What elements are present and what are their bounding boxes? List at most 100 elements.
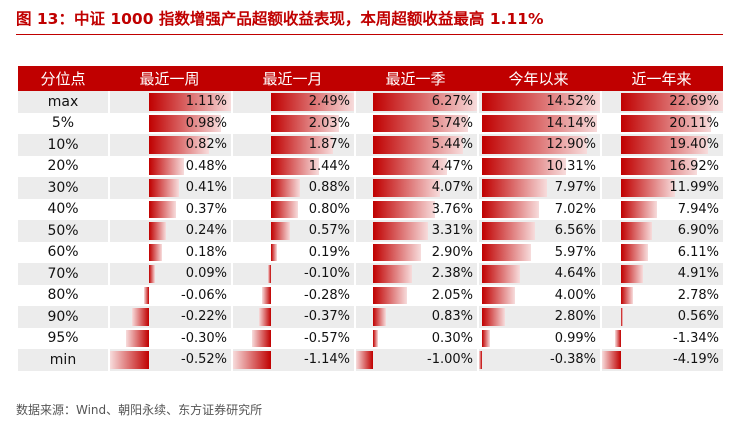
data-bar — [620, 265, 643, 283]
value-cell: -4.19% — [600, 349, 723, 371]
data-bar — [148, 114, 222, 132]
value-label: 6.56% — [554, 223, 596, 239]
data-bar — [258, 308, 271, 326]
row-label: 20% — [47, 158, 79, 175]
value-cell: 5.44% — [354, 134, 477, 156]
value-cell: 14.52% — [477, 91, 600, 113]
value-cell: 0.99% — [477, 327, 600, 349]
value-cell: 4.64% — [477, 263, 600, 285]
table-row: 60% 0.18% 0.19% 2.90% 5.97% 6.11% — [18, 241, 723, 263]
value-label: 4.64% — [554, 266, 596, 282]
value-label: 0.82% — [185, 137, 227, 153]
value-cell: 0.24% — [108, 220, 231, 242]
value-label: 0.18% — [185, 244, 227, 260]
row-label: 30% — [47, 179, 79, 196]
table-row: 5% 0.98% 2.03% 5.74% 14.14% 20.11% — [18, 112, 723, 134]
value-cell: 0.37% — [108, 198, 231, 220]
value-cell: 19.40% — [600, 134, 723, 156]
value-label: 2.38% — [431, 266, 473, 282]
row-label: 40% — [47, 201, 79, 218]
value-cell: -0.22% — [108, 306, 231, 328]
data-bar — [372, 93, 477, 111]
data-bar — [482, 200, 540, 218]
value-cell: 20.11% — [600, 112, 723, 134]
table-body: max 1.11% 2.49% 6.27% 14.52% 22.69% 5% 0.98% 2.0… — [18, 91, 723, 371]
value-cell: 0.56% — [600, 306, 723, 328]
value-label: -1.14% — [304, 352, 350, 368]
data-bar — [372, 200, 436, 218]
row-label: 10% — [47, 136, 79, 153]
value-cell: 2.90% — [354, 241, 477, 263]
data-bar — [482, 157, 566, 175]
data-bar — [482, 265, 520, 283]
value-cell: 1.87% — [231, 134, 354, 156]
value-label: 4.00% — [554, 287, 596, 303]
value-label: 6.11% — [677, 244, 719, 260]
value-cell: 2.80% — [477, 306, 600, 328]
value-label: 6.90% — [677, 223, 719, 239]
column-header-1: 最近一周 — [139, 70, 200, 88]
column-header-5: 近一年来 — [631, 70, 692, 88]
value-label: 16.92% — [669, 158, 719, 174]
excess-return-table: 分位点 最近一周 最近一月 最近一季 今年以来 近一年来 max 1.11% 2.49% 6.2… — [18, 66, 723, 371]
table-row: 80% -0.06% -0.28% 2.05% 4.00% 2.78% — [18, 284, 723, 306]
value-cell: 6.90% — [600, 220, 723, 242]
value-label: 2.49% — [308, 94, 350, 110]
data-bar — [482, 179, 547, 197]
value-cell: 0.98% — [108, 112, 231, 134]
value-label: 0.48% — [185, 158, 227, 174]
value-cell: -0.06% — [108, 284, 231, 306]
table-row: 30% 0.41% 0.88% 4.07% 7.97% 11.99% — [18, 177, 723, 199]
value-label: 2.03% — [308, 115, 350, 131]
value-cell: 3.31% — [354, 220, 477, 242]
value-cell: -1.34% — [600, 327, 723, 349]
table-header: 分位点 最近一周 最近一月 最近一季 今年以来 近一年来 — [18, 66, 723, 91]
data-bar — [271, 243, 278, 261]
value-label: 1.87% — [308, 137, 350, 153]
value-cell: 0.80% — [231, 198, 354, 220]
data-bar — [372, 157, 448, 175]
data-bar — [126, 329, 149, 347]
value-label: 7.02% — [554, 201, 596, 217]
source-note: 数据来源：Wind、朝阳永续、东方证券研究所 — [16, 403, 263, 417]
data-bar — [271, 93, 354, 111]
value-cell: 2.03% — [231, 112, 354, 134]
value-label: 7.94% — [677, 201, 719, 217]
data-bar — [252, 329, 271, 347]
data-bar — [372, 286, 407, 304]
value-cell: 0.83% — [354, 306, 477, 328]
table-row: 95% -0.30% -0.57% 0.30% 0.99% -1.34% — [18, 327, 723, 349]
data-bar — [271, 179, 301, 197]
table-row: max 1.11% 2.49% 6.27% 14.52% 22.69% — [18, 91, 723, 113]
value-label: 5.74% — [431, 115, 473, 131]
value-cell: -0.52% — [108, 349, 231, 371]
data-bar — [372, 265, 413, 283]
row-label: 95% — [47, 330, 79, 347]
value-cell: 5.74% — [354, 112, 477, 134]
row-label: 60% — [47, 244, 79, 261]
data-bar — [372, 308, 387, 326]
value-cell: -0.37% — [231, 306, 354, 328]
value-cell: -0.10% — [231, 263, 354, 285]
data-bar — [148, 265, 156, 283]
data-bar — [372, 179, 441, 197]
value-label: 4.07% — [431, 180, 473, 196]
data-bar — [614, 329, 621, 347]
value-label: 14.52% — [546, 94, 596, 110]
value-label: 7.97% — [554, 180, 596, 196]
column-header-2: 最近一月 — [262, 70, 323, 88]
value-cell: 7.97% — [477, 177, 600, 199]
value-cell: 6.27% — [354, 91, 477, 113]
data-bar — [233, 351, 271, 369]
value-cell: 2.78% — [600, 284, 723, 306]
data-bar — [482, 222, 536, 240]
value-label: -1.00% — [427, 352, 473, 368]
value-cell: 2.49% — [231, 91, 354, 113]
data-bar — [148, 222, 167, 240]
data-bar — [482, 114, 597, 132]
data-bar — [620, 157, 698, 175]
row-label: 50% — [47, 222, 79, 239]
table-row: 20% 0.48% 1.44% 4.47% 10.31% 16.92% — [18, 155, 723, 177]
value-cell: 2.05% — [354, 284, 477, 306]
data-bar — [372, 329, 378, 347]
